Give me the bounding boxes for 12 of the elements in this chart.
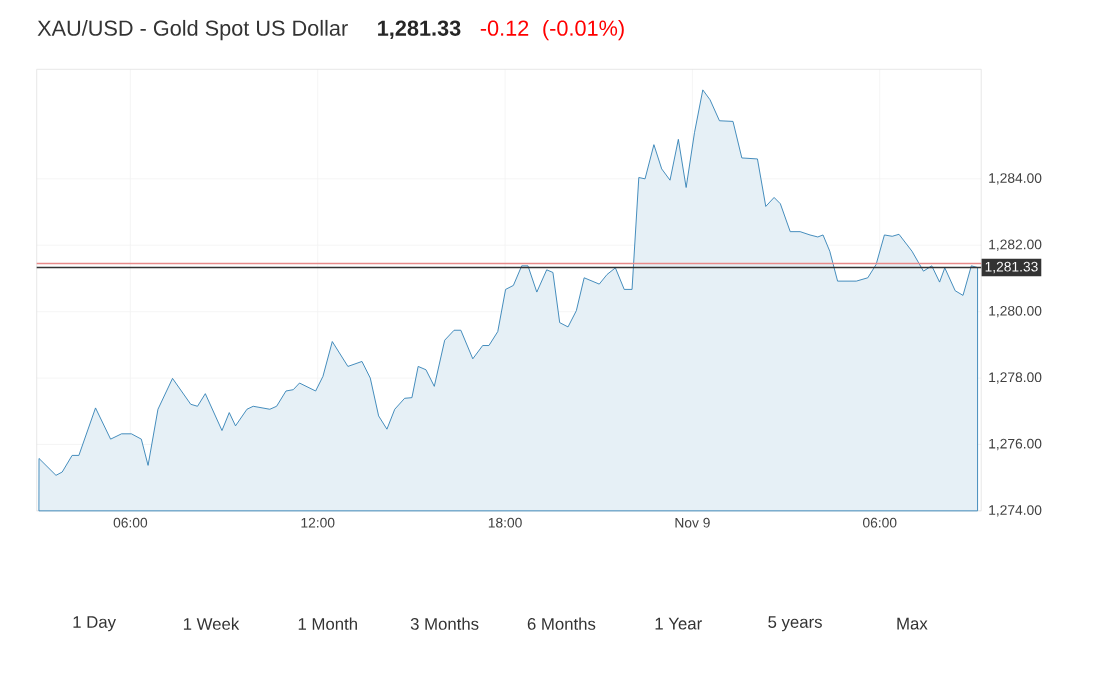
text: Max [897, 618, 928, 630]
text: 1,281.33 [378, 20, 461, 40]
text: 1 Month [298, 617, 357, 631]
text: (-0.01%) [543, 20, 624, 41]
text: 5 years [768, 616, 822, 632]
text: 1 Week [183, 617, 240, 631]
text: 3 Months [410, 617, 479, 631]
text: 1 Day [73, 616, 116, 632]
text: 1 Year [655, 618, 702, 630]
text: 6 Months [527, 617, 596, 631]
text: -0.12 [480, 20, 529, 37]
chart-title: XAU/USD - Gold Spot US Dollar [37, 20, 348, 41]
